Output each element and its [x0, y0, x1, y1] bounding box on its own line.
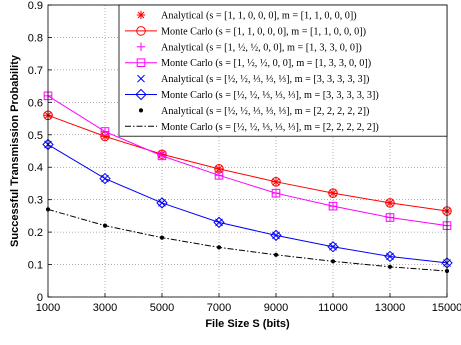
- series-line: [47, 95, 448, 227]
- marker-diamond: [99, 172, 111, 185]
- y-tick-label: 0.8: [28, 32, 43, 44]
- y-tick-label: 0.2: [28, 227, 43, 239]
- legend-label: Monte Carlo (s = [1, 1, 0, 0, 0], m = [1…: [161, 26, 366, 37]
- legend-label: Monte Carlo (s = [½, ½, ⅓, ⅓, ⅓], m = [3…: [161, 90, 379, 101]
- marker-square: [100, 127, 110, 136]
- marker-diamond: [156, 197, 168, 209]
- legend-label: Analytical (s = [1, 1, 0, 0, 0], m = [1,…: [161, 11, 357, 22]
- marker-square: [385, 213, 395, 222]
- legend-item: Analytical (s = [½, ½, ⅓, ⅓, ⅓], m = [3,…: [137, 74, 369, 85]
- marker-circle: [385, 198, 395, 208]
- marker-circle: [328, 188, 338, 198]
- marker-square: [214, 171, 224, 180]
- y-tick-label: 0.7: [28, 65, 43, 77]
- legend-label: Analytical (s = [1, ½, ½, 0, 0], m = [1,…: [161, 42, 362, 53]
- x-tick-label: 1000: [36, 302, 60, 314]
- marker-circle: [136, 26, 146, 36]
- legend-item: Analytical (s = [1, ½, ½, 0, 0], m = [1,…: [136, 42, 362, 53]
- legend-label: Monte Carlo (s = [1, ½, ½, 0, 0], m = [1…: [161, 58, 371, 69]
- x-axis-ticks: 1000 3000 5000 7000 9000 11000 13000 15000: [36, 293, 461, 314]
- x-tick-label: 7000: [207, 302, 231, 314]
- legend-box: [118, 4, 448, 137]
- legend-item: Monte Carlo (s = [1, ½, ½, 0, 0], m = [1…: [125, 58, 371, 69]
- x-tick-label: 3000: [93, 302, 117, 314]
- marker-square: [157, 151, 167, 161]
- legend-label: Analytical (s = [½, ½, ⅓, ⅓, ⅓], m = [2,…: [161, 106, 369, 117]
- x-tick-label: 11000: [318, 302, 348, 314]
- marker-diamond: [384, 250, 396, 263]
- marker-circle: [271, 177, 281, 187]
- x-tick-label: 9000: [264, 302, 288, 314]
- x-axis-label: File Size S (bits): [205, 318, 290, 330]
- series-line: [47, 114, 448, 212]
- marker-diamond: [135, 88, 147, 101]
- series-layer: [42, 91, 453, 274]
- y-tick-label: 0.3: [28, 195, 43, 207]
- y-tick-label: 0.4: [28, 162, 43, 174]
- series-line: [47, 144, 448, 264]
- marker-diamond: [270, 229, 282, 242]
- marker-square: [136, 58, 146, 68]
- legend-item: Monte Carlo (s = [½, ½, ⅓, ⅓, ⅓], m = [3…: [125, 88, 379, 101]
- x-tick-label: 5000: [150, 302, 174, 314]
- marker-square: [328, 201, 338, 211]
- y-tick-label: 0.9: [28, 0, 43, 12]
- y-tick-label: 0.5: [28, 130, 43, 142]
- marker-diamond: [327, 241, 339, 253]
- marker-x: [137, 74, 145, 83]
- marker-plus: [136, 42, 146, 51]
- legend-item: Monte Carlo (s = [½, ½, ⅓, ⅓, ⅓], m = [2…: [125, 122, 379, 133]
- y-axis-ticks: 0 0.1 0.2 0.3 0.4 0.5 0.6 0.7 0.8 0.9: [28, 0, 52, 304]
- legend-item: Monte Carlo (s = [1, 1, 0, 0, 0], m = [1…: [125, 26, 366, 37]
- y-tick-label: 0.1: [28, 260, 43, 272]
- marker-asterisk: [136, 10, 146, 20]
- legend: Analytical (s = [1, 1, 0, 0, 0], m = [1,…: [118, 4, 448, 137]
- legend-label: Monte Carlo (s = [½, ½, ⅓, ⅓, ⅓], m = [2…: [161, 122, 379, 133]
- legend-item: Analytical (s = [½, ½, ⅓, ⅓, ⅓], m = [2,…: [138, 106, 369, 117]
- series-7: [47, 208, 448, 272]
- legend-label: Analytical (s = [½, ½, ⅓, ⅓, ⅓], m = [3,…: [161, 74, 369, 85]
- y-tick-label: 0: [37, 292, 43, 304]
- x-tick-label: 15000: [432, 302, 461, 314]
- legend-item: Analytical (s = [1, 1, 0, 0, 0], m = [1,…: [136, 10, 357, 22]
- series-line: [47, 208, 448, 272]
- marker-square: [271, 188, 281, 198]
- marker-diamond: [213, 216, 225, 229]
- marker-dot: [138, 108, 144, 113]
- x-tick-label: 13000: [375, 302, 406, 314]
- y-tick-label: 0.6: [28, 97, 43, 109]
- y-axis-label: Successful Transmission Probability: [9, 54, 21, 247]
